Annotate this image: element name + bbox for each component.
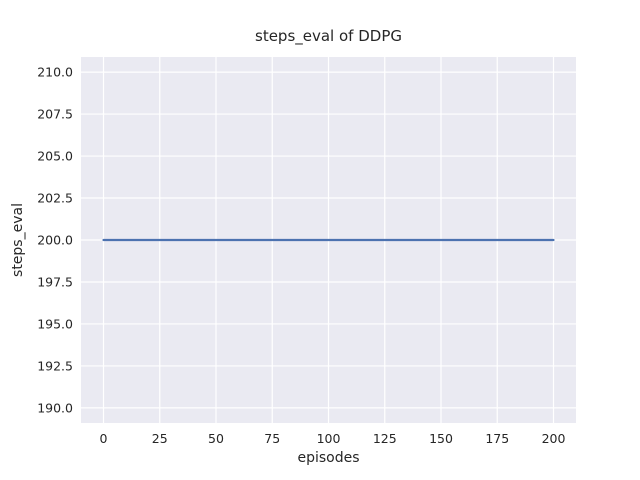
x-tick-label: 0: [99, 431, 108, 446]
y-tick-label: 200.0: [37, 232, 73, 248]
y-tick-label: 197.5: [37, 274, 73, 290]
y-tick-label: 210.0: [37, 64, 73, 80]
x-axis-label: episodes: [297, 450, 360, 466]
x-tick-label: 25: [151, 431, 168, 446]
y-tick-label: 190.0: [37, 400, 73, 416]
y-tick-label: 205.0: [37, 148, 73, 164]
x-tick-label: 175: [485, 431, 510, 446]
y-tick-label: 195.0: [37, 316, 73, 332]
x-tick-label: 75: [264, 431, 281, 446]
y-tick-label: 207.5: [37, 106, 73, 122]
x-tick-label: 50: [208, 431, 224, 446]
y-tick-label: 202.5: [37, 190, 73, 206]
x-tick-label: 100: [316, 431, 341, 446]
x-tick-label: 150: [429, 431, 453, 446]
chart-title: steps_eval of DDPG: [255, 27, 402, 45]
x-tick-label: 125: [372, 431, 397, 446]
plot-area: [81, 57, 576, 423]
y-axis-label: steps_eval: [10, 203, 26, 277]
x-tick-label: 200: [541, 431, 566, 446]
y-tick-label: 192.5: [37, 358, 73, 374]
plot-canvas: [81, 57, 576, 423]
